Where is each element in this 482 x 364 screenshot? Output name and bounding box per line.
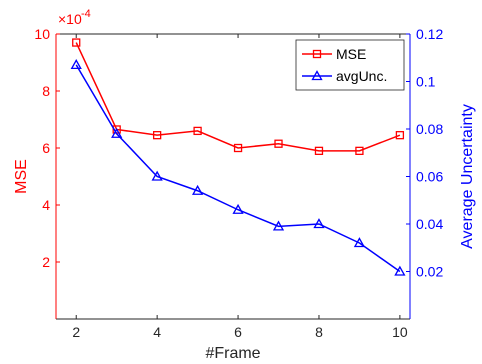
- x-axis-title: #Frame: [205, 345, 260, 362]
- left-tick-label: 8: [42, 83, 50, 99]
- data-point-marker: [233, 143, 243, 153]
- data-point-marker: [152, 131, 162, 140]
- data-point-marker: [395, 131, 405, 140]
- left-tick-label: 6: [42, 140, 50, 156]
- x-tick-label: 4: [153, 324, 161, 340]
- legend-label: avgUnc.: [336, 68, 387, 84]
- left-tick-label: 4: [42, 197, 50, 213]
- legend: MSE avgUnc.: [295, 39, 405, 91]
- x-tick-label: 8: [315, 324, 323, 340]
- legend-label: MSE: [336, 46, 366, 62]
- data-point-marker: [111, 127, 123, 138]
- series-line: [75, 42, 401, 152]
- legend-box: [295, 39, 405, 91]
- data-point-marker: [70, 59, 82, 70]
- right-tick-label: 0.04: [416, 216, 443, 232]
- data-point-marker: [193, 126, 202, 136]
- series-mse: [72, 38, 405, 156]
- data-point-marker: [353, 237, 366, 248]
- series-line: [75, 64, 401, 273]
- legend-marker: [312, 49, 322, 59]
- series: [70, 38, 406, 276]
- left-tick-label: 10: [34, 26, 50, 42]
- right-tick-label: 0.12: [416, 26, 443, 42]
- right-tick-label: 0.02: [416, 264, 443, 280]
- series-avg-unc: [70, 59, 406, 276]
- right-tick-label: 0.08: [416, 121, 443, 137]
- left-axis-multiplier: ×10: [58, 11, 82, 27]
- data-point-marker: [191, 184, 204, 195]
- data-point-marker: [313, 218, 325, 229]
- x-tick-label: 2: [72, 324, 80, 340]
- data-point-marker: [151, 170, 163, 181]
- left-axis-title: MSE: [13, 159, 30, 194]
- axes: 2 4 6 8 10 #Frame 2 4 6 8 10 MSE ×10 -4 0.02 0.04 0.06 0.…: [13, 8, 476, 362]
- x-tick-label: 6: [234, 324, 242, 340]
- right-axis-title: Average Uncertainty: [459, 104, 476, 249]
- data-point-marker: [394, 265, 406, 276]
- right-tick-label: 0.06: [416, 169, 443, 185]
- left-tick-label: 2: [42, 254, 50, 270]
- x-tick-label: 10: [392, 324, 408, 340]
- data-point-marker: [274, 139, 283, 148]
- data-point-marker: [232, 203, 244, 214]
- left-axis-exponent: -4: [81, 8, 91, 20]
- data-point-marker: [355, 146, 364, 156]
- legend-marker: [311, 70, 323, 81]
- right-tick-label: 0.1: [416, 74, 436, 90]
- data-point-marker: [72, 38, 81, 47]
- data-point-marker: [272, 220, 285, 231]
- data-point-marker: [314, 146, 324, 156]
